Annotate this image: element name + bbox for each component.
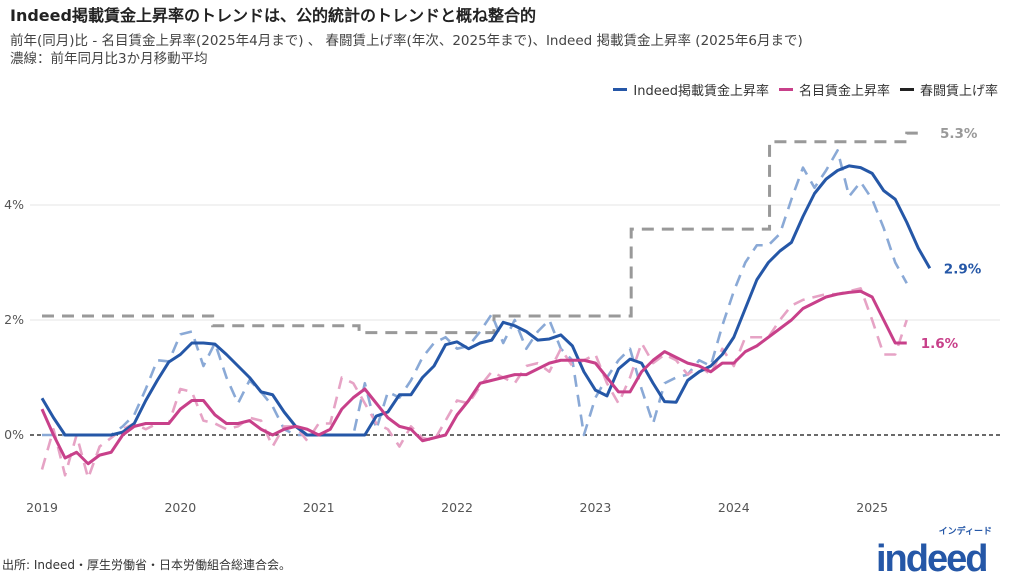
series-line-3ma xyxy=(40,289,907,466)
series-line-3ma xyxy=(40,164,932,437)
chart-subtitle: 前年(同月)比 - 名目賃金上昇率(2025年4月まで) 、 春闘賃上げ率(年次… xyxy=(10,33,803,49)
x-tick-label: 2020 xyxy=(164,500,196,515)
legend-item-shunto: 春闘賃上げ率 xyxy=(899,80,998,99)
shunto-line xyxy=(42,131,919,335)
legend-swatch xyxy=(899,88,914,91)
legend-swatch xyxy=(613,88,628,91)
legend-swatch xyxy=(778,88,793,91)
legend-label: 春闘賃上げ率 xyxy=(919,84,998,99)
x-tick-label: 2022 xyxy=(441,500,473,515)
logo-kana: インディード xyxy=(938,527,992,537)
series-end-label: 2.9% xyxy=(944,261,982,277)
x-tick-label: 2019 xyxy=(26,500,58,515)
chart-title: Indeed掲載賃金上昇率のトレンドは、公的統計のトレンドと概ね整合的 xyxy=(10,6,536,25)
y-tick-label: 2% xyxy=(4,312,24,327)
shunto-end-label: 5.3% xyxy=(940,126,978,142)
y-tick-label: 0% xyxy=(4,427,24,442)
series-end-label: 1.6% xyxy=(921,336,959,352)
legend-label: Indeed掲載賃金上昇率 xyxy=(633,84,769,99)
indeed-logo: インディード indeed xyxy=(868,527,998,581)
x-tick-label: 2021 xyxy=(303,500,335,515)
legend-item-indeed: Indeed掲載賃金上昇率 xyxy=(613,80,769,99)
logo-word: indeed xyxy=(876,538,988,580)
y-tick-label: 4% xyxy=(4,197,24,212)
legend: Indeed掲載賃金上昇率 名目賃金上昇率 春闘賃上げ率 xyxy=(613,80,998,99)
legend-label: 名目賃金上昇率 xyxy=(798,84,890,99)
series-line-raw xyxy=(42,149,908,437)
x-tick-label: 2023 xyxy=(580,500,612,515)
x-tick-label: 2025 xyxy=(856,500,888,515)
legend-item-nominal: 名目賃金上昇率 xyxy=(778,80,890,99)
series-line-raw xyxy=(40,287,908,480)
source-note: 出所: Indeed・厚生労働省・日本労働組合総連合会。 xyxy=(2,558,292,572)
x-tick-label: 2024 xyxy=(718,500,750,515)
chart-note: 濃線：前年同月比3か月移動平均 xyxy=(10,51,208,67)
